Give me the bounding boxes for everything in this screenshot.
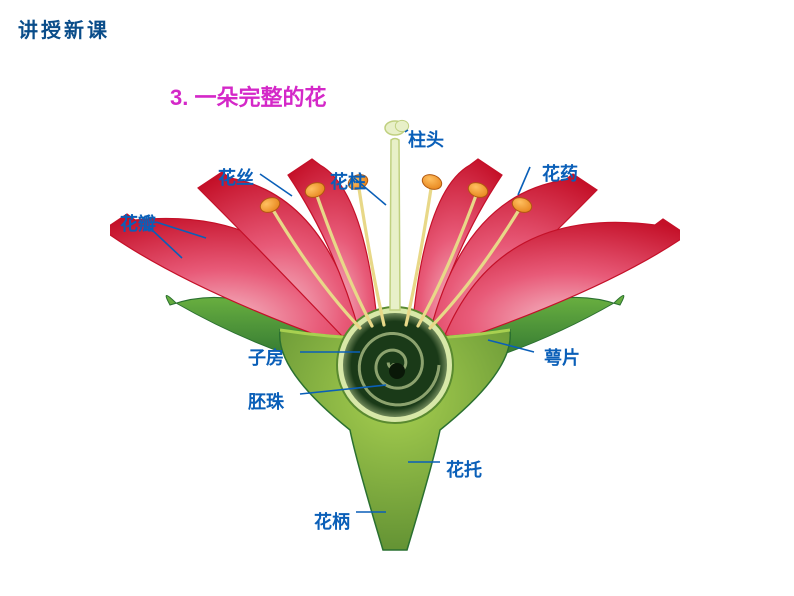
label-stigma: 柱头 (408, 126, 444, 152)
lesson-header: 讲授新课 (18, 14, 110, 43)
label-filament: 花丝 (218, 164, 254, 190)
label-style: 花柱 (330, 168, 366, 194)
flower-diagram (110, 110, 680, 555)
label-pedicel: 花柄 (314, 508, 350, 534)
label-receptacle: 花托 (446, 456, 482, 482)
label-ovary: 子房 (248, 344, 284, 370)
label-sepal: 萼片 (544, 344, 580, 370)
flower-svg (110, 110, 680, 555)
label-ovule: 胚珠 (248, 388, 284, 414)
diagram-title: 3. 一朵完整的花 (170, 80, 326, 112)
label-anther: 花药 (542, 160, 578, 186)
label-petal: 花瓣 (120, 210, 156, 236)
